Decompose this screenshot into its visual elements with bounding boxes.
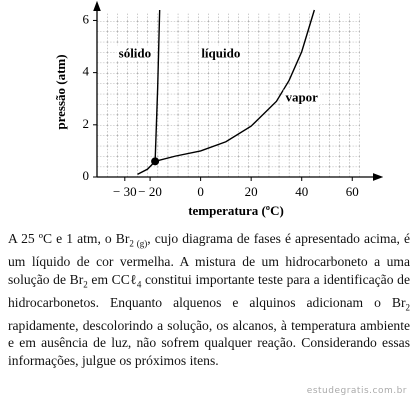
watermark: estudegratis.com.br [306, 386, 407, 396]
x-tick-label: 60 [346, 184, 359, 199]
subscript: 2 [405, 302, 411, 313]
y-tick-label: 2 [83, 116, 90, 131]
subscript: 2 [83, 279, 88, 290]
paragraph: A 25 ºC e 1 atm, o Br2 (g), cujo diagram… [8, 230, 410, 369]
triple-point [151, 157, 160, 166]
text-run: rapidamente, descolorindo a solução, os … [8, 317, 410, 368]
x-tick-label: 20 [245, 184, 258, 199]
chart: pressão (atm) temperatura (ºC) − 30− 20 0… [53, 0, 384, 218]
x-tick-label: − 20 [138, 184, 162, 199]
text-run: A 25 ºC e 1 atm, o Br [8, 231, 130, 246]
region-label: líquido [201, 45, 240, 60]
y-tick-label: 0 [83, 168, 90, 183]
label-bg [283, 89, 321, 105]
region-label: vapor [285, 90, 318, 105]
phase-curve [154, 9, 316, 163]
label-bg [116, 45, 154, 61]
text-run: constitui importante teste para a identi… [8, 271, 410, 310]
x-tick-label: 40 [295, 184, 308, 199]
y-axis-label: pressão (atm) [53, 54, 68, 129]
text-run: , cujo diagrama de fases é apresentado a… [8, 231, 410, 287]
phase-curve [154, 9, 161, 162]
subscript: 4 [136, 279, 142, 290]
x-axis-label: temperatura (ºC) [188, 203, 284, 218]
y-tick-label: 6 [83, 11, 90, 26]
y-tick-label: 4 [83, 64, 90, 79]
text-run: em CCℓ [87, 271, 137, 287]
x-tick-label: 0 [197, 184, 204, 199]
region-label: sólido [119, 45, 152, 60]
label-bg [199, 45, 243, 61]
subscript: 2 (g) [129, 238, 148, 249]
minor-grid [97, 13, 360, 177]
x-tick-label: − 30 [113, 184, 137, 199]
